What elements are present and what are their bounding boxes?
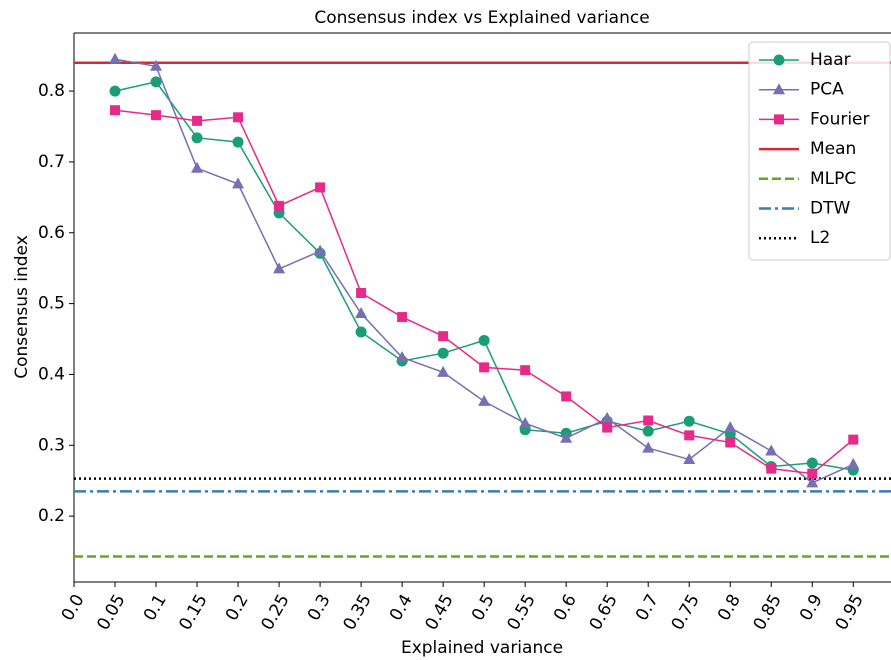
x-tick-label: 0.75 [668,591,704,634]
y-tick-label: 0.6 [38,223,65,243]
marker [191,161,204,173]
marker [110,105,121,116]
x-tick-label: 0.6 [550,591,581,624]
marker [397,312,408,323]
marker [683,452,696,464]
legend-label: PCA [810,80,844,100]
marker [355,326,367,338]
marker [520,365,531,376]
marker [601,411,614,423]
x-tick-label: 0.55 [504,591,540,634]
legend-label: L2 [810,228,830,248]
marker [192,115,203,126]
y-tick-label: 0.4 [38,364,65,384]
marker [273,262,286,274]
marker [274,200,285,211]
x-tick-label: 0.15 [175,591,211,634]
x-tick-label: 0.85 [750,591,786,634]
marker [684,430,695,441]
marker [602,422,613,433]
marker [774,114,784,125]
marker [109,52,122,64]
x-tick-label: 0.2 [222,591,253,624]
x-tick-label: 0.25 [257,591,293,634]
marker [642,441,655,453]
marker [725,437,736,448]
x-tick-label: 0.4 [386,591,417,624]
marker [807,468,818,479]
marker [560,431,573,443]
y-tick-label: 0.5 [38,294,65,314]
marker [150,76,162,88]
x-tick-label: 0.0 [58,591,89,624]
marker [519,416,532,428]
marker [478,334,490,346]
marker [642,425,654,437]
marker [438,331,449,342]
y-axis-label: Consensus index [12,235,32,379]
marker [232,177,245,189]
marker [847,457,860,469]
marker [233,112,244,123]
series-line [114,81,854,471]
legend-box [748,41,891,261]
x-tick-label: 0.35 [340,591,376,634]
marker [314,244,327,256]
marker [315,182,326,193]
legend-label: DTW [810,199,850,219]
x-tick-label: 0.3 [304,591,335,624]
legend-label: Fourier [810,109,870,129]
y-tick-label: 0.3 [38,435,65,455]
marker [773,83,785,95]
chart-title: Consensus index vs Explained variance [314,8,649,28]
marker [561,391,572,402]
x-tick-label: 0.65 [586,591,622,634]
marker [109,85,121,97]
marker [643,415,654,426]
x-tick-label: 0.95 [832,591,868,634]
marker [437,347,449,359]
y-tick-label: 0.2 [38,506,65,526]
series-line [114,109,854,475]
legend-label: Haar [810,50,851,70]
marker [437,365,450,377]
x-tick-label: 0.1 [140,591,171,624]
marker [478,394,491,406]
marker [724,421,737,433]
x-tick-label: 0.9 [796,591,827,624]
x-axis-label: Explained variance [401,638,563,658]
series-line [114,58,854,484]
marker [765,444,778,456]
marker [806,457,818,469]
marker [848,434,859,445]
marker [683,415,695,427]
marker [151,110,162,121]
x-tick-label: 0.8 [714,591,745,624]
x-tick-label: 0.45 [422,591,458,634]
x-tick-label: 0.05 [93,591,129,634]
marker [773,54,785,66]
marker [356,287,367,298]
x-tick-label: 0.7 [632,591,663,624]
legend: Haar PCA Fourier Mean MLPC DTW L2 [748,41,891,261]
marker [479,362,490,373]
marker [396,350,409,362]
x-tick-label: 0.5 [468,591,499,624]
legend-label: MLPC [810,169,856,189]
marker [150,59,163,71]
marker [766,463,777,474]
marker [355,307,368,319]
marker [806,476,819,488]
marker [232,136,244,148]
marker [191,132,203,144]
y-tick-label: 0.7 [38,152,65,172]
legend-label: Mean [810,139,856,159]
y-tick-label: 0.8 [38,81,65,101]
